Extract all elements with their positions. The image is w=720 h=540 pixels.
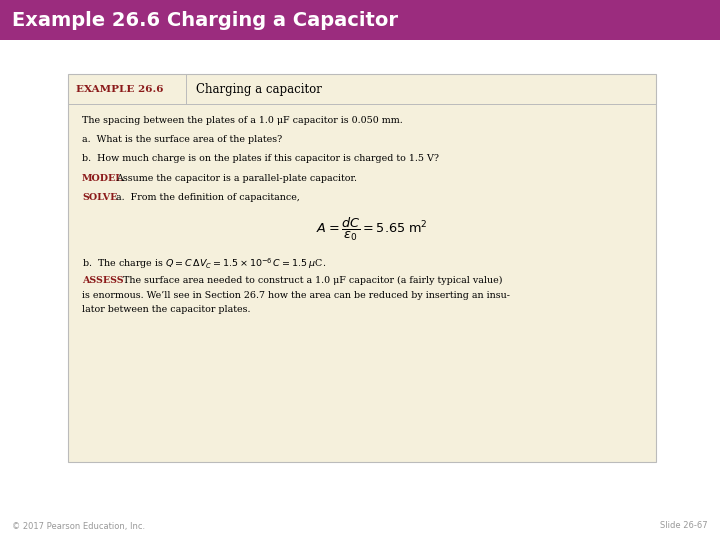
Text: EXAMPLE 26.6: EXAMPLE 26.6 — [76, 84, 163, 93]
Text: $A = \dfrac{dC}{\epsilon_0} = 5.65 \; \mathrm{m}^2$: $A = \dfrac{dC}{\epsilon_0} = 5.65 \; \m… — [316, 215, 428, 243]
Text: b.  The charge is $Q = C \,\Delta V_C = 1.5 \times 10^{-6}\,C = 1.5\;\mu$C.: b. The charge is $Q = C \,\Delta V_C = 1… — [82, 256, 326, 271]
Text: Charging a capacitor: Charging a capacitor — [196, 83, 322, 96]
Text: The surface area needed to construct a 1.0 μF capacitor (a fairly typical value): The surface area needed to construct a 1… — [123, 276, 503, 285]
Text: Assume the capacitor is a parallel-plate capacitor.: Assume the capacitor is a parallel-plate… — [116, 174, 357, 183]
Text: The spacing between the plates of a 1.0 μF capacitor is 0.050 mm.: The spacing between the plates of a 1.0 … — [82, 116, 402, 125]
Text: lator between the capacitor plates.: lator between the capacitor plates. — [82, 306, 251, 314]
Text: b.  How much charge is on the plates if this capacitor is charged to 1.5 V?: b. How much charge is on the plates if t… — [82, 154, 439, 164]
Text: © 2017 Pearson Education, Inc.: © 2017 Pearson Education, Inc. — [12, 522, 145, 530]
Text: Slide 26-67: Slide 26-67 — [660, 522, 708, 530]
Text: ASSESS: ASSESS — [82, 276, 124, 285]
Bar — [0, 0, 720, 40]
Text: a.  From the definition of capacitance,: a. From the definition of capacitance, — [116, 193, 300, 202]
Text: SOLVE: SOLVE — [82, 193, 117, 202]
Bar — [68, 74, 656, 462]
Text: is enormous. We’ll see in Section 26.7 how the area can be reduced by inserting : is enormous. We’ll see in Section 26.7 h… — [82, 291, 510, 300]
Text: MODEL: MODEL — [82, 174, 123, 183]
Text: a.  What is the surface area of the plates?: a. What is the surface area of the plate… — [82, 135, 282, 144]
Text: Example 26.6 Charging a Capacitor: Example 26.6 Charging a Capacitor — [12, 10, 398, 30]
